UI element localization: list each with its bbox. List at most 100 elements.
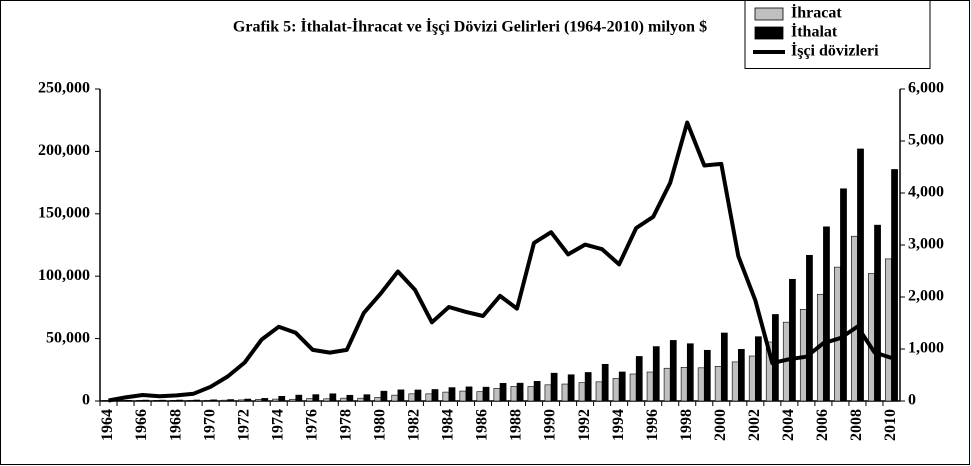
bar xyxy=(731,361,739,402)
bar xyxy=(823,226,830,402)
x-tick-label: 1986 xyxy=(474,409,491,441)
x-tick-label: 1972 xyxy=(235,409,252,441)
bar xyxy=(527,386,535,402)
x-tick-label: 1984 xyxy=(440,409,457,441)
bar xyxy=(493,387,501,402)
bar xyxy=(244,398,252,402)
x-tick-label: 2010 xyxy=(882,409,899,441)
bar xyxy=(119,400,126,402)
x-tick-label: 2002 xyxy=(746,409,763,441)
bar xyxy=(720,332,728,402)
bar xyxy=(176,399,184,402)
y-tick-label: 250,000 xyxy=(38,80,90,97)
bar xyxy=(635,356,643,402)
x-tick-label: 1998 xyxy=(678,409,695,441)
x-tick-label: 1974 xyxy=(269,409,286,441)
bar xyxy=(891,169,898,402)
x-tick-label: 1990 xyxy=(542,409,559,441)
x-tick-label: 1976 xyxy=(303,409,320,441)
y-tick-label: 150,000 xyxy=(38,204,90,221)
x-tick-label: 1982 xyxy=(406,409,423,441)
x-tick-label: 2008 xyxy=(848,409,865,441)
x-tick-label: 2004 xyxy=(780,409,797,441)
bar xyxy=(153,400,160,402)
bar xyxy=(874,224,881,402)
bar xyxy=(755,336,762,402)
legend-swatch xyxy=(754,7,784,21)
bar xyxy=(516,382,524,402)
x-tick-label: 1996 xyxy=(644,409,661,441)
bar xyxy=(102,400,109,402)
bar xyxy=(578,382,586,402)
bar xyxy=(323,398,331,402)
bar xyxy=(142,399,149,402)
bar xyxy=(125,399,132,402)
y-tick-label: 50,000 xyxy=(46,329,90,346)
bar xyxy=(544,384,552,402)
bar xyxy=(459,390,467,402)
bar xyxy=(663,367,671,402)
legend-label: İşçi dövizleri xyxy=(791,41,879,60)
y-tick-label: 100,000 xyxy=(38,267,90,284)
y2-tick-label: 2,000 xyxy=(908,288,944,305)
x-tick-label: 1970 xyxy=(201,409,218,441)
bar xyxy=(868,273,875,402)
bar xyxy=(312,394,320,402)
bar xyxy=(255,399,263,402)
bar xyxy=(533,380,541,402)
bar xyxy=(612,378,620,402)
bar xyxy=(346,394,354,402)
x-tick-label: 1978 xyxy=(337,409,354,441)
bar xyxy=(669,340,677,402)
bar xyxy=(851,235,858,402)
bar xyxy=(261,398,269,402)
y-tick-label: 0 xyxy=(82,392,90,409)
bar xyxy=(885,258,892,402)
bar xyxy=(363,394,371,402)
y2-tick-label: 1,000 xyxy=(908,340,944,357)
bar xyxy=(737,349,745,402)
y2-tick-label: 3,000 xyxy=(908,236,944,253)
legend-swatch xyxy=(754,26,784,40)
bar xyxy=(374,397,382,402)
bar xyxy=(289,398,297,402)
bar xyxy=(340,397,348,402)
bar xyxy=(714,366,722,402)
bar xyxy=(136,400,143,402)
x-tick-label: 1980 xyxy=(372,409,389,441)
bar xyxy=(380,390,388,402)
bar xyxy=(414,389,422,402)
x-tick-label: 2006 xyxy=(814,409,831,441)
bar xyxy=(476,391,484,402)
bar xyxy=(584,372,592,402)
bar xyxy=(567,374,575,402)
bar xyxy=(561,383,569,402)
bar xyxy=(510,386,518,402)
bar xyxy=(306,398,314,402)
bar xyxy=(646,371,654,402)
line xyxy=(108,120,893,403)
bar xyxy=(499,383,507,402)
bar xyxy=(187,400,194,402)
x-tick-label: 1964 xyxy=(99,409,116,441)
bar xyxy=(357,397,365,402)
bar xyxy=(465,386,473,402)
bar xyxy=(806,254,813,402)
bar xyxy=(601,363,609,402)
bar xyxy=(278,395,286,402)
bar xyxy=(238,399,245,402)
bar xyxy=(686,343,694,402)
bar xyxy=(193,399,201,402)
x-tick-label: 1968 xyxy=(167,409,184,441)
bar xyxy=(595,381,603,402)
x-tick-label: 1992 xyxy=(576,409,593,441)
bar xyxy=(789,278,796,402)
legend-label: İthalat xyxy=(791,22,838,41)
legend-label: İhracat xyxy=(791,3,842,22)
bar xyxy=(629,373,637,402)
bar xyxy=(857,148,864,402)
bar xyxy=(425,393,433,402)
bar xyxy=(618,371,626,402)
bar xyxy=(210,399,218,402)
